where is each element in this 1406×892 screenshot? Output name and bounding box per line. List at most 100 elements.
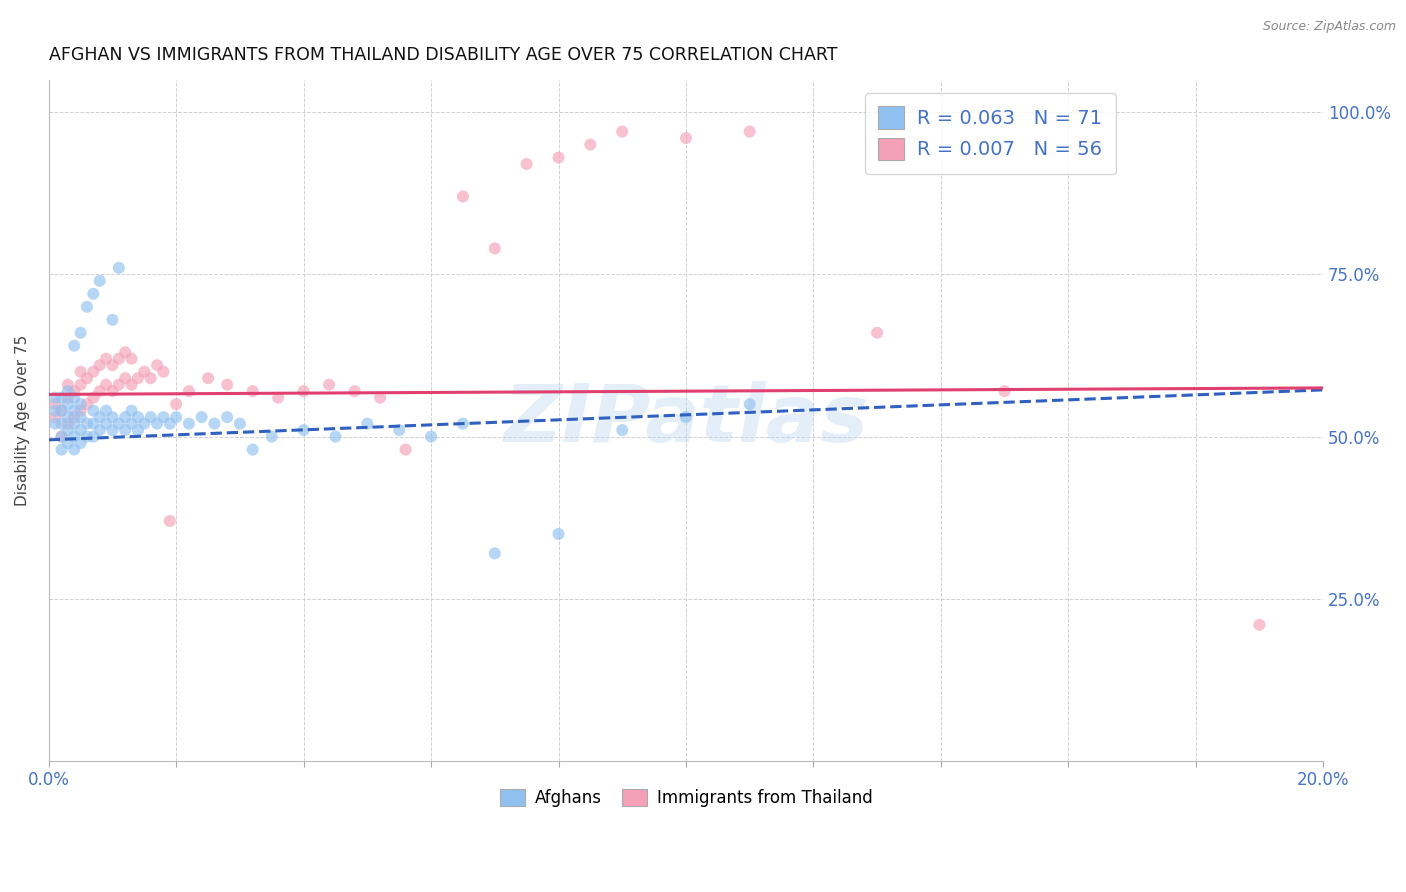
Point <box>51 403 73 417</box>
Point <box>63 417 86 431</box>
Point <box>94 377 117 392</box>
Point <box>101 410 124 425</box>
Point <box>229 417 252 431</box>
Point <box>82 417 104 431</box>
Point <box>121 417 143 431</box>
Point <box>612 125 634 139</box>
Point <box>76 300 98 314</box>
Point <box>69 403 91 417</box>
Point <box>451 189 474 203</box>
Point <box>56 410 79 425</box>
Point <box>177 417 200 431</box>
Point <box>51 391 73 405</box>
Point <box>69 326 91 340</box>
Point <box>197 371 219 385</box>
Point <box>69 423 91 437</box>
Text: AFGHAN VS IMMIGRANTS FROM THAILAND DISABILITY AGE OVER 75 CORRELATION CHART: AFGHAN VS IMMIGRANTS FROM THAILAND DISAB… <box>49 46 837 64</box>
Point <box>69 365 91 379</box>
Point <box>516 157 538 171</box>
Point <box>89 423 111 437</box>
Point <box>134 365 156 379</box>
Point <box>368 391 391 405</box>
Point <box>217 410 239 425</box>
Point <box>69 410 91 425</box>
Point <box>738 397 761 411</box>
Point <box>134 417 156 431</box>
Point <box>51 429 73 443</box>
Point <box>159 514 181 528</box>
Point <box>89 358 111 372</box>
Point <box>127 423 149 437</box>
Text: Source: ZipAtlas.com: Source: ZipAtlas.com <box>1263 20 1396 33</box>
Point <box>94 417 117 431</box>
Point <box>51 442 73 457</box>
Point <box>394 442 416 457</box>
Point <box>56 436 79 450</box>
Point <box>63 384 86 399</box>
Point <box>56 423 79 437</box>
Point <box>292 384 315 399</box>
Point <box>1249 617 1271 632</box>
Point <box>94 403 117 417</box>
Point <box>94 351 117 366</box>
Point <box>69 397 91 411</box>
Point <box>101 384 124 399</box>
Point <box>260 429 283 443</box>
Point <box>165 410 187 425</box>
Point <box>89 384 111 399</box>
Point <box>51 429 73 443</box>
Point <box>114 345 136 359</box>
Point <box>121 403 143 417</box>
Point <box>56 391 79 405</box>
Legend: Afghans, Immigrants from Thailand: Afghans, Immigrants from Thailand <box>494 782 879 814</box>
Point <box>738 125 761 139</box>
Point <box>63 339 86 353</box>
Point <box>63 442 86 457</box>
Point <box>267 391 290 405</box>
Point <box>420 429 443 443</box>
Point <box>44 417 66 431</box>
Text: ZIPatlas: ZIPatlas <box>503 382 869 459</box>
Point <box>56 384 79 399</box>
Point <box>82 403 104 417</box>
Point <box>82 391 104 405</box>
Point <box>121 377 143 392</box>
Point <box>44 403 66 417</box>
Point <box>108 351 131 366</box>
Y-axis label: Disability Age Over 75: Disability Age Over 75 <box>15 334 30 506</box>
Point <box>675 131 697 145</box>
Point <box>127 410 149 425</box>
Point <box>114 410 136 425</box>
Point <box>177 384 200 399</box>
Point <box>388 423 411 437</box>
Point <box>242 384 264 399</box>
Point <box>356 417 378 431</box>
Point <box>101 358 124 372</box>
Point <box>451 417 474 431</box>
Point <box>44 410 66 425</box>
Point <box>56 417 79 431</box>
Point <box>139 371 162 385</box>
Point <box>89 410 111 425</box>
Point <box>69 377 91 392</box>
Point <box>114 371 136 385</box>
Point <box>204 417 226 431</box>
Point <box>51 403 73 417</box>
Point <box>146 358 169 372</box>
Point <box>82 429 104 443</box>
Point <box>127 371 149 385</box>
Point <box>63 391 86 405</box>
Point <box>76 429 98 443</box>
Point <box>190 410 212 425</box>
Point <box>51 417 73 431</box>
Point <box>484 546 506 560</box>
Point <box>82 286 104 301</box>
Point <box>56 397 79 411</box>
Point <box>139 410 162 425</box>
Point <box>76 371 98 385</box>
Point <box>69 436 91 450</box>
Point <box>152 410 174 425</box>
Point <box>101 423 124 437</box>
Point <box>76 397 98 411</box>
Point <box>108 260 131 275</box>
